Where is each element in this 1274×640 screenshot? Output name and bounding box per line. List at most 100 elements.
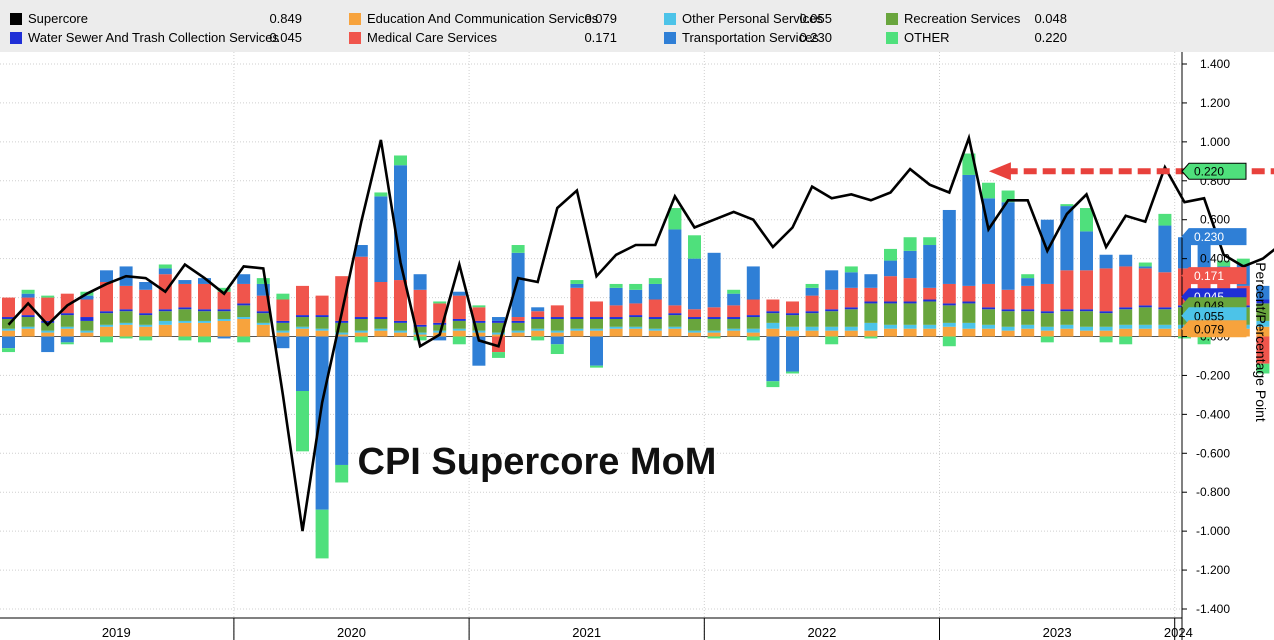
bar-other xyxy=(550,344,564,355)
bar-trans xyxy=(492,317,505,321)
bar-trans xyxy=(354,245,368,257)
bar-oth_pers xyxy=(276,330,290,333)
bar-med xyxy=(178,283,192,308)
bar-water xyxy=(982,307,995,310)
bar-water xyxy=(178,307,192,310)
bar-water xyxy=(119,309,133,312)
bar-med xyxy=(374,282,388,318)
legend-item-med: Medical Care Services 0.171 xyxy=(349,29,617,47)
bar-other xyxy=(844,266,858,273)
bar-trans xyxy=(923,245,937,288)
bar-trans xyxy=(962,174,976,286)
bar-edu xyxy=(864,330,878,337)
bar-other xyxy=(100,336,113,343)
bar-edu xyxy=(942,326,956,337)
bar-med xyxy=(746,299,760,316)
bar-edu xyxy=(844,330,858,337)
bar-other xyxy=(766,381,780,388)
bar-other xyxy=(1256,363,1270,374)
value-label-edu: 0.079 xyxy=(1181,320,1247,338)
bar-med xyxy=(452,295,466,319)
bar-oth_pers xyxy=(590,328,603,331)
legend-swatch xyxy=(349,32,361,44)
bar-med xyxy=(198,283,211,310)
y-tick-label: -0.400 xyxy=(1196,407,1230,421)
bar-other xyxy=(413,336,427,341)
bar-rec xyxy=(217,311,231,319)
bar-edu xyxy=(1256,326,1270,337)
bar-edu xyxy=(531,330,545,337)
bar-water xyxy=(60,313,74,316)
bar-med xyxy=(1001,289,1015,310)
bar-edu xyxy=(158,324,172,337)
y-tick-label: 0.600 xyxy=(1200,213,1230,227)
bar-rec xyxy=(805,313,819,327)
bar-other xyxy=(452,336,466,345)
bar-water xyxy=(394,320,407,323)
bar-other xyxy=(354,336,368,343)
bar-rec xyxy=(256,313,270,323)
bar-rec xyxy=(786,315,799,327)
bar-oth_pers xyxy=(648,328,662,331)
legend-item-trans: Transportation Services 0.230 xyxy=(664,29,832,47)
legend-item-rec: Recreation Services 0.048 xyxy=(886,10,1067,28)
bar-med xyxy=(1256,336,1270,364)
bar-water xyxy=(962,301,976,304)
bar-oth_pers xyxy=(60,326,74,329)
bar-trans xyxy=(198,278,211,284)
bar-other xyxy=(942,336,956,347)
bar-oth_pers xyxy=(903,324,917,329)
bar-trans xyxy=(511,252,525,318)
bar-trans xyxy=(746,266,760,300)
bar-other xyxy=(472,305,486,308)
bar-edu xyxy=(962,328,976,337)
bar-trans xyxy=(805,287,819,296)
bar-oth_pers xyxy=(550,330,564,333)
bar-water xyxy=(531,317,545,319)
bar-oth_pers xyxy=(1040,326,1054,331)
bar-med xyxy=(354,256,368,318)
legend: Supercore 0.849 Education And Communicatio… xyxy=(0,0,1274,52)
bar-edu xyxy=(354,332,368,337)
bar-rec xyxy=(884,303,897,325)
bar-med xyxy=(688,309,701,318)
bar-oth_pers xyxy=(570,328,584,331)
bar-edu xyxy=(1138,328,1152,337)
bar-med xyxy=(1119,266,1133,308)
bar-other xyxy=(1138,262,1152,267)
bar-water xyxy=(942,303,956,306)
bar-rec xyxy=(394,322,407,331)
bar-med xyxy=(139,289,153,314)
bar-water xyxy=(237,303,251,306)
bar-rec xyxy=(1138,307,1152,325)
bar-oth_pers xyxy=(746,328,760,333)
bar-med xyxy=(21,297,35,316)
bar-edu xyxy=(472,332,486,337)
bar-water xyxy=(1138,305,1152,308)
bar-other xyxy=(707,336,721,339)
bar-other xyxy=(335,464,349,483)
bar-med xyxy=(766,299,780,312)
bars xyxy=(2,153,1270,559)
bar-water xyxy=(492,320,505,323)
bar-other xyxy=(158,264,172,269)
bar-rec xyxy=(1001,311,1015,327)
bar-edu xyxy=(786,330,799,337)
y-tick-label: -1.000 xyxy=(1196,524,1230,538)
bar-edu xyxy=(688,332,701,337)
bar-oth_pers xyxy=(923,324,937,329)
bar-med xyxy=(786,301,799,314)
y-tick-label: -1.400 xyxy=(1196,602,1230,616)
bar-trans xyxy=(629,289,643,304)
bar-edu xyxy=(982,328,995,337)
bar-trans xyxy=(531,307,545,312)
bar-edu xyxy=(727,330,741,337)
value-label-supercore: 0.220 xyxy=(1181,162,1247,180)
bar-rec xyxy=(1119,309,1133,325)
bar-edu xyxy=(452,330,466,337)
bar-med xyxy=(1080,270,1093,310)
bar-water xyxy=(413,324,427,327)
bar-med xyxy=(1040,283,1054,312)
bar-oth_pers xyxy=(139,324,153,327)
